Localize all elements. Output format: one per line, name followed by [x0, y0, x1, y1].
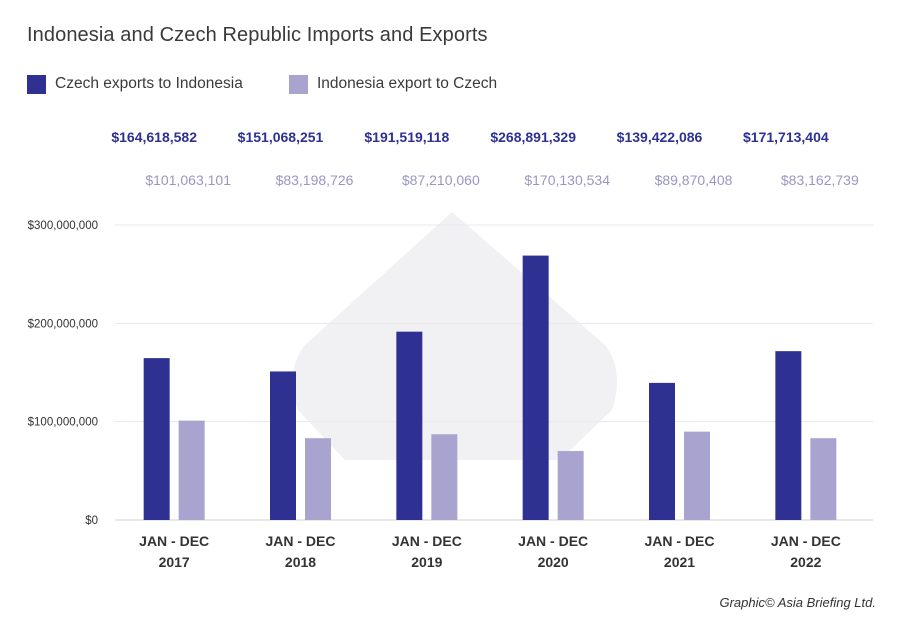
legend-swatch-czech-exports	[27, 74, 46, 94]
y-tick-label: $100,000,000	[28, 417, 98, 429]
x-tick-label-period: JAN - DEC	[392, 533, 462, 549]
bar-czech-exports	[396, 331, 423, 520]
watermark-logo-icon	[292, 212, 618, 460]
data-label-czech-exports: $151,068,251	[238, 129, 324, 145]
data-label-czech-exports: $164,618,582	[111, 129, 197, 145]
data-label-czech-exports: $191,519,118	[364, 129, 449, 145]
x-tick-label-year: 2022	[790, 554, 821, 570]
legend-item-czech-exports: Czech exports to Indonesia	[27, 74, 243, 94]
bar-indonesia-exports	[557, 451, 584, 520]
bar-czech-exports	[522, 255, 549, 520]
y-tick-label: $0	[85, 515, 98, 527]
x-tick-label-year: 2021	[664, 554, 695, 570]
data-label-indonesia-exports: $87,210,060	[402, 172, 480, 188]
x-tick-label-year: 2019	[411, 554, 442, 570]
bar-czech-exports	[270, 371, 296, 520]
x-tick-label-year: 2018	[285, 554, 316, 570]
data-label-indonesia-exports: $89,870,408	[655, 172, 733, 188]
x-tick-label-period: JAN - DEC	[265, 533, 335, 549]
legend-label-czech-exports: Czech exports to Indonesia	[55, 75, 243, 92]
bar-indonesia-exports	[431, 434, 458, 520]
legend-label-indonesia-exports: Indonesia export to Czech	[317, 75, 498, 92]
legend-item-indonesia-exports: Indonesia export to Czech	[289, 74, 497, 94]
bar-indonesia-exports	[305, 438, 331, 520]
x-tick-label-period: JAN - DEC	[771, 533, 841, 549]
bar-indonesia-exports	[178, 420, 205, 520]
chart-title: Indonesia and Czech Republic Imports and…	[27, 24, 488, 46]
legend-swatch-indonesia-exports	[289, 74, 308, 94]
bar-czech-exports	[649, 382, 675, 520]
bar-czech-exports	[775, 351, 802, 520]
data-label-indonesia-exports: $83,162,739	[781, 172, 859, 188]
x-tick-label-year: 2020	[538, 554, 569, 570]
y-tick-label: $300,000,000	[28, 220, 98, 232]
credit-text: Graphic© Asia Briefing Ltd.	[719, 595, 876, 610]
data-label-czech-exports: $171,713,404	[743, 129, 829, 145]
x-tick-label-period: JAN - DEC	[518, 533, 588, 549]
data-label-czech-exports: $268,891,329	[490, 129, 576, 145]
x-tick-label-period: JAN - DEC	[644, 533, 714, 549]
bar-indonesia-exports	[684, 431, 710, 520]
data-label-indonesia-exports: $170,130,534	[524, 172, 610, 188]
bar-czech-exports	[143, 358, 170, 520]
data-label-czech-exports: $139,422,086	[617, 129, 703, 145]
data-label-indonesia-exports: $101,063,101	[145, 172, 231, 188]
bar-indonesia-exports	[810, 438, 837, 520]
x-tick-label-year: 2017	[159, 554, 190, 570]
y-tick-label: $200,000,000	[28, 318, 98, 330]
data-label-indonesia-exports: $83,198,726	[276, 172, 354, 188]
x-tick-label-period: JAN - DEC	[139, 533, 209, 549]
